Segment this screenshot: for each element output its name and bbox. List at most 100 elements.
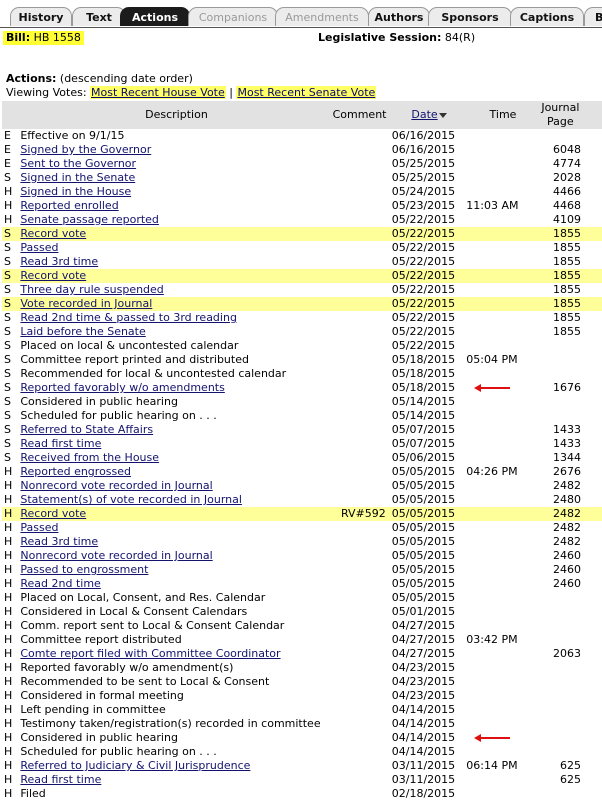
- action-link[interactable]: Referred to Judiciary & Civil Jurisprude…: [20, 759, 251, 772]
- action-link[interactable]: Read 2nd time & passed to 3rd reading: [20, 311, 237, 324]
- action-link[interactable]: Read first time: [20, 773, 102, 786]
- action-link[interactable]: Passed: [20, 521, 59, 534]
- journal-page-cell: 2482: [553, 479, 581, 492]
- action-link[interactable]: Reported enrolled: [20, 199, 119, 212]
- tab-b[interactable]: B: [584, 7, 602, 26]
- description-cell: Vote recorded in Journal: [20, 297, 333, 311]
- action-link[interactable]: Senate passage reported: [20, 213, 159, 226]
- description-cell: Record vote: [20, 227, 333, 241]
- journal-page-cell: [540, 605, 602, 619]
- action-link[interactable]: Record vote: [20, 269, 87, 282]
- time-cell: [466, 507, 540, 521]
- journal-page-cell: 1344: [553, 451, 581, 464]
- sort-descending-icon[interactable]: [438, 112, 447, 118]
- time-cell: [466, 605, 539, 619]
- action-link[interactable]: Passed to engrossment: [20, 563, 149, 576]
- table-row: S Vote recorded in Journal 05/22/2015 1855: [2, 297, 602, 311]
- date-cell: 06/16/2015: [391, 129, 456, 142]
- description-cell: Signed in the Senate: [20, 171, 332, 185]
- action-link[interactable]: Read 3rd time: [20, 535, 99, 548]
- comment-cell: [333, 591, 392, 605]
- time-cell: [466, 395, 539, 409]
- chamber-cell: H: [4, 605, 13, 618]
- action-link[interactable]: Statement(s) of vote recorded in Journal: [20, 493, 242, 506]
- journal-page-cell: 1433: [553, 437, 581, 450]
- table-row: H Comm. report sent to Local & Consent Ca…: [2, 619, 602, 633]
- time-cell: [466, 143, 539, 157]
- date-sort-link[interactable]: Date: [411, 108, 438, 121]
- journal-page-cell: [540, 129, 602, 143]
- journal-page-cell: 2482: [553, 521, 581, 534]
- description-cell: Scheduled for public hearing on . . .: [20, 409, 217, 422]
- table-row: S Signed in the Senate 05/25/2015 2028: [2, 171, 602, 185]
- description-cell: Read first time: [20, 773, 332, 787]
- comment-cell: [332, 269, 392, 283]
- table-row: S Recommended for local & uncontested cal…: [2, 367, 602, 381]
- date-cell: 03/11/2015: [391, 773, 456, 786]
- journal-page-cell: [540, 367, 602, 381]
- tab-authors[interactable]: Authors: [368, 7, 430, 26]
- chamber-cell: S: [4, 241, 11, 254]
- table-row: S Considered in public hearing 05/14/2015: [2, 395, 602, 409]
- time-cell: [466, 171, 539, 185]
- date-cell: 05/05/2015: [391, 507, 467, 521]
- action-link[interactable]: Reported favorably w/o amendments: [20, 381, 225, 394]
- action-link[interactable]: Sent to the Governor: [20, 157, 137, 170]
- comment-cell: [333, 213, 392, 227]
- date-cell: 04/14/2015: [391, 745, 456, 758]
- action-link[interactable]: Signed by the Governor: [20, 143, 152, 156]
- chamber-cell: S: [4, 395, 11, 408]
- time-header: Time: [466, 101, 540, 129]
- chamber-cell: S: [4, 171, 11, 184]
- journal-page-cell: 4109: [553, 213, 581, 226]
- date-header[interactable]: Date: [391, 101, 467, 129]
- description-cell: Statement(s) of vote recorded in Journal: [20, 493, 332, 507]
- comment-cell: [333, 675, 392, 689]
- action-link[interactable]: Comte report filed with Committee Coordi…: [20, 647, 281, 660]
- action-link[interactable]: Signed in the Senate: [20, 171, 136, 184]
- action-link[interactable]: Reported engrossed: [20, 465, 132, 478]
- time-cell: [466, 493, 539, 507]
- action-link[interactable]: Three day rule suspended: [20, 283, 164, 296]
- action-link[interactable]: Nonrecord vote recorded in Journal: [20, 549, 213, 562]
- journal-page-cell: 2676: [553, 465, 581, 478]
- action-link[interactable]: Vote recorded in Journal: [20, 297, 153, 310]
- chamber-cell: H: [4, 689, 13, 702]
- action-link[interactable]: Laid before the Senate: [20, 325, 146, 338]
- time-cell: 06:14 PM: [466, 759, 518, 772]
- most-recent-house-vote-link[interactable]: Most Recent House Vote: [90, 86, 226, 99]
- description-cell: Reported enrolled: [20, 199, 332, 213]
- chamber-cell: S: [4, 423, 11, 436]
- action-link[interactable]: Read first time: [20, 437, 102, 450]
- action-link[interactable]: Read 2nd time: [20, 577, 101, 590]
- table-row: H Committee report distributed 04/27/2015 0…: [2, 633, 602, 647]
- time-cell: [466, 423, 539, 437]
- journal-page-header: Journal Page: [539, 101, 602, 129]
- tab-text[interactable]: Text: [72, 7, 126, 26]
- action-link[interactable]: Passed: [20, 241, 59, 254]
- comment-cell: [333, 549, 392, 563]
- comment-cell: [332, 227, 392, 241]
- most-recent-senate-vote-link[interactable]: Most Recent Senate Vote: [236, 86, 377, 99]
- action-link[interactable]: Read 3rd time: [20, 255, 99, 268]
- journal-page-cell: 1855: [553, 325, 581, 338]
- actions-order-note: (descending date order): [59, 72, 193, 85]
- tab-sponsors[interactable]: Sponsors: [428, 7, 512, 26]
- tab-captions[interactable]: Captions: [510, 7, 584, 26]
- action-link[interactable]: Referred to State Affairs: [20, 423, 154, 436]
- date-cell: 04/23/2015: [391, 661, 456, 674]
- action-link[interactable]: Record vote: [20, 507, 87, 520]
- journal-page-cell: [540, 717, 602, 731]
- journal-page-cell: 1676: [553, 381, 581, 394]
- table-row: H Reported engrossed 05/05/2015 04:26 PM 267…: [2, 465, 602, 479]
- date-cell: 05/22/2015: [391, 297, 467, 311]
- actions-table: Description Comment Date Time Journal Pa…: [2, 101, 602, 801]
- legislative-session: Legislative Session: 84(R): [318, 31, 475, 45]
- action-link[interactable]: Received from the House: [20, 451, 160, 464]
- tab-history[interactable]: History: [10, 7, 72, 26]
- action-link[interactable]: Nonrecord vote recorded in Journal: [20, 479, 213, 492]
- tab-actions[interactable]: Actions: [120, 7, 190, 26]
- action-link[interactable]: Record vote: [20, 227, 87, 240]
- description-cell: Read first time: [20, 437, 332, 451]
- action-link[interactable]: Signed in the House: [20, 185, 132, 198]
